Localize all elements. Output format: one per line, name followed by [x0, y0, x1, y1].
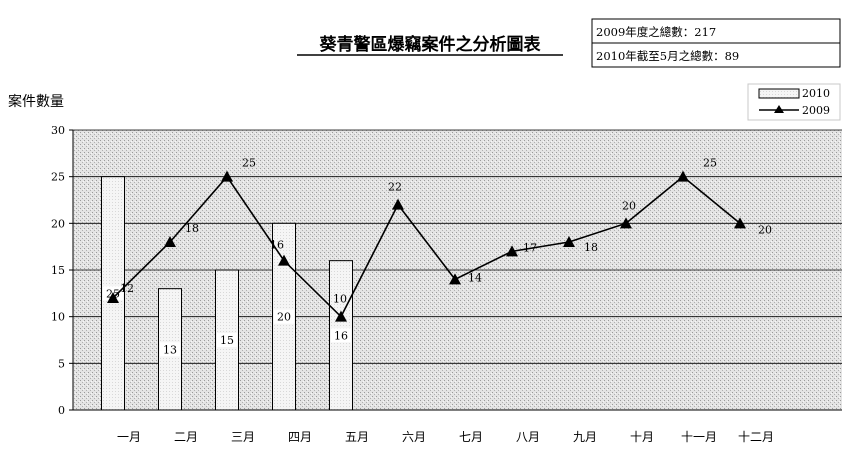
- marker-2009-2: [164, 236, 176, 247]
- bar-label-bg-2010-3: [217, 333, 237, 347]
- x-tick-label-4: 四月: [288, 430, 312, 444]
- marker-2009-10: [620, 217, 632, 229]
- chart-title: 葵青警區爆竊案件之分析圖表: [320, 34, 542, 55]
- x-tick-label-10: 十月: [630, 430, 654, 444]
- data-label-2009-10: 20: [622, 199, 636, 212]
- data-label-2009-6: 22: [388, 181, 402, 194]
- marker-2009-9: [563, 236, 575, 247]
- y-axis-label: 案件數量: [8, 93, 64, 110]
- marker-2009-7: [449, 273, 461, 285]
- info-total-2009: 2009年度之總數：217: [596, 25, 716, 39]
- x-tick-label-9: 九月: [573, 430, 597, 444]
- x-tick-label-7: 七月: [459, 430, 483, 444]
- legend-label-2009: 2009: [802, 104, 830, 117]
- data-label-2009-2: 18: [185, 222, 199, 235]
- y-axis-ticks: 0 5 10 15 20 25 30: [51, 124, 73, 417]
- data-label-2009-5: 10: [333, 293, 347, 306]
- x-tick-label-6: 六月: [402, 430, 426, 444]
- legend-marker-2009: [774, 105, 784, 113]
- x-tick-label-11: 十一月: [681, 430, 717, 444]
- data-label-2009-8: 17: [523, 241, 537, 254]
- x-tick-label-3: 三月: [231, 430, 255, 444]
- line-series-2009: 12 18 25 16 10 22 14 17 18 20 25 20: [107, 157, 772, 322]
- x-tick-label-1: 一月: [117, 430, 141, 444]
- y-tick-label-10: 10: [51, 311, 65, 324]
- marker-2009-1: [107, 292, 119, 303]
- legend-label-2010: 2010: [802, 87, 830, 100]
- marker-2009-8: [506, 245, 518, 257]
- line-2009-path: [112, 175, 741, 319]
- x-tick-label-8: 八月: [516, 430, 540, 444]
- x-tick-label-5: 五月: [345, 430, 369, 444]
- y-tick-label-30: 30: [51, 124, 65, 137]
- y-tick-label-25: 25: [51, 171, 65, 184]
- data-label-2009-4: 16: [270, 239, 284, 252]
- bar-label-bg-2010-4: [274, 309, 294, 324]
- marker-2009-4: [278, 254, 290, 266]
- legend: 2010 2009: [747, 83, 841, 121]
- y-tick-label-5: 5: [58, 357, 65, 370]
- marker-2009-6: [392, 198, 404, 210]
- data-label-2009-1: 12: [120, 282, 134, 295]
- data-label-2009-9: 18: [584, 241, 598, 254]
- data-label-2009-11: 25: [703, 157, 717, 170]
- marker-2009-5: [335, 310, 347, 322]
- bar-label-2010-2: 13: [163, 343, 177, 356]
- gridlines: [73, 129, 842, 364]
- legend-swatch-2010: [758, 88, 800, 99]
- x-tick-label-12: 十二月: [738, 430, 774, 444]
- info-box: 2009年度之總數：217 2010年截至5月之總數：89: [591, 18, 841, 68]
- bar-label-2010-4: 20: [277, 311, 291, 324]
- data-label-2009-3: 25: [242, 157, 256, 170]
- info-total-2010: 2010年截至5月之總數：89: [596, 49, 739, 63]
- data-label-2009-12: 20: [758, 223, 772, 236]
- y-tick-label-15: 15: [51, 264, 65, 277]
- y-tick-label-0: 0: [58, 404, 65, 417]
- x-tick-label-2: 二月: [174, 430, 198, 444]
- y-tick-label-20: 20: [51, 217, 65, 230]
- x-axis-ticks: 一月 二月 三月 四月 五月 六月 七月 八月 九月 十月 十一月 十二月: [117, 430, 774, 444]
- bar-label-2010-3: 15: [220, 334, 234, 347]
- bar-label-2010-5: 16: [334, 329, 348, 342]
- data-label-2009-7: 14: [468, 271, 482, 284]
- bar-label-bg-2010-2: [160, 342, 180, 357]
- marker-2009-11: [677, 170, 689, 182]
- marker-2009-12: [734, 217, 746, 229]
- bar-label-bg-2010-5: [331, 328, 351, 343]
- marker-2009-3: [221, 170, 233, 182]
